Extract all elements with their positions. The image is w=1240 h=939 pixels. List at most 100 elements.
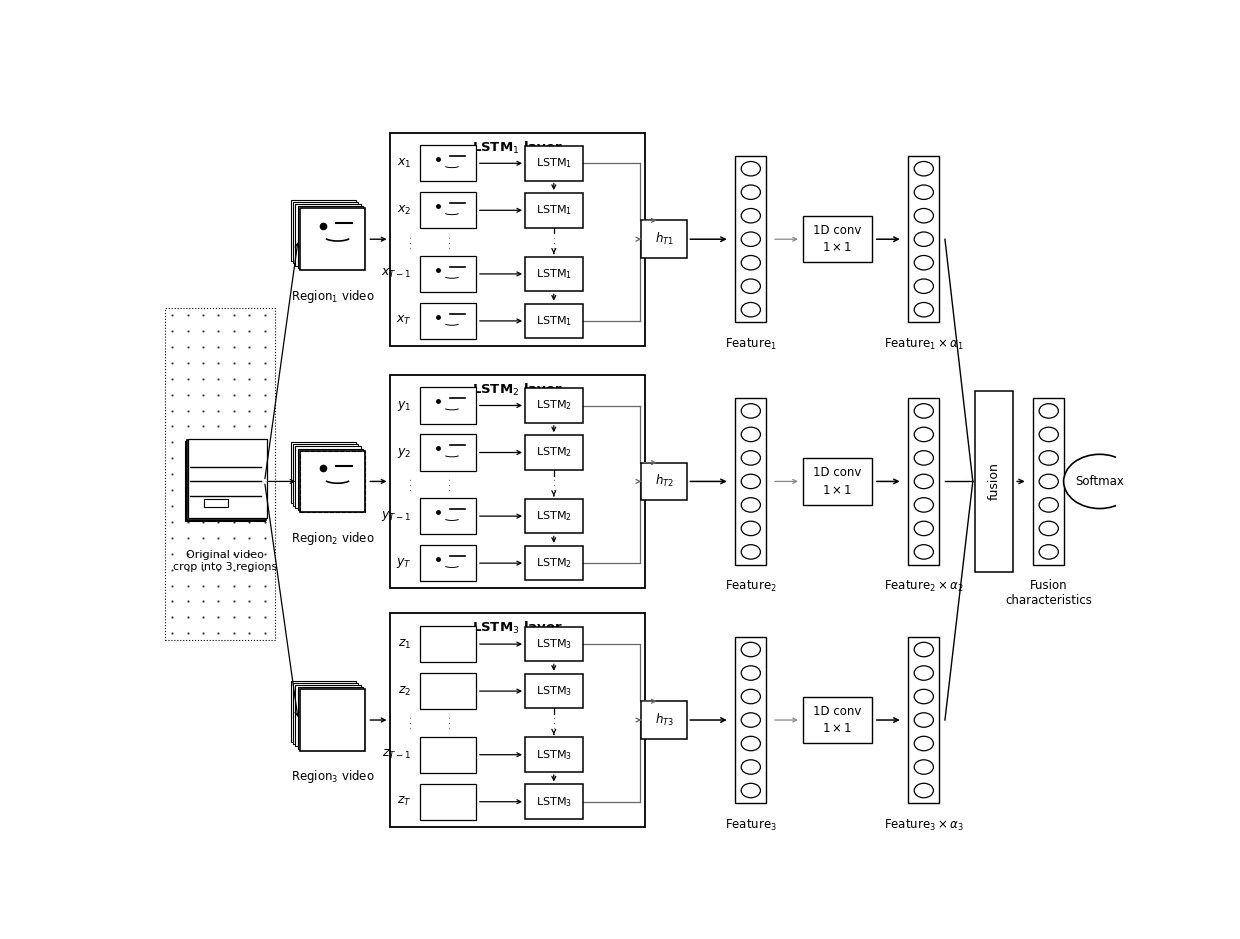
- Circle shape: [742, 162, 760, 176]
- Circle shape: [742, 666, 760, 680]
- Circle shape: [914, 642, 934, 656]
- Bar: [420, 146, 476, 181]
- Bar: [641, 701, 687, 739]
- Circle shape: [914, 255, 934, 269]
- Text: 1D conv: 1D conv: [813, 467, 862, 479]
- Text: LSTM$_2$: LSTM$_2$: [536, 399, 572, 412]
- Text: $y_T$: $y_T$: [396, 556, 412, 570]
- Circle shape: [742, 255, 760, 269]
- Circle shape: [742, 498, 760, 512]
- Circle shape: [914, 404, 934, 418]
- Bar: [290, 200, 356, 261]
- Circle shape: [914, 736, 934, 751]
- Text: $x_1$: $x_1$: [397, 157, 412, 170]
- Circle shape: [914, 545, 934, 559]
- Text: Feature$_2\times\alpha_2$: Feature$_2\times\alpha_2$: [884, 579, 963, 594]
- Text: LSTM$_3$ layer: LSTM$_3$ layer: [472, 620, 563, 637]
- Circle shape: [742, 642, 760, 656]
- Circle shape: [1039, 498, 1059, 512]
- Circle shape: [742, 521, 760, 535]
- Circle shape: [742, 736, 760, 751]
- Bar: [187, 440, 265, 520]
- Text: . . .: . . .: [549, 478, 558, 491]
- Text: $z_1$: $z_1$: [398, 638, 412, 651]
- Text: $h_{T1}$: $h_{T1}$: [655, 231, 673, 247]
- Text: $x_2$: $x_2$: [397, 204, 412, 217]
- Bar: [186, 441, 264, 521]
- Circle shape: [1039, 451, 1059, 465]
- Bar: [391, 132, 645, 346]
- Bar: [420, 435, 476, 470]
- Bar: [420, 255, 476, 292]
- Bar: [298, 207, 363, 268]
- Bar: [641, 463, 687, 500]
- Circle shape: [742, 302, 760, 317]
- Bar: [525, 192, 583, 227]
- Text: Region$_3$ video: Region$_3$ video: [291, 768, 374, 785]
- Text: $y_2$: $y_2$: [397, 445, 412, 459]
- Text: Fusion
characteristics: Fusion characteristics: [1006, 579, 1092, 607]
- Circle shape: [742, 427, 760, 441]
- Text: $1\times1$: $1\times1$: [822, 484, 852, 497]
- Circle shape: [914, 760, 934, 775]
- Text: fusion: fusion: [987, 463, 1001, 500]
- Bar: [293, 444, 358, 505]
- Bar: [295, 446, 361, 508]
- Text: Original video
crop into 3 regions: Original video crop into 3 regions: [174, 550, 278, 572]
- Bar: [420, 498, 476, 534]
- Circle shape: [742, 713, 760, 727]
- Text: $z_T$: $z_T$: [397, 795, 412, 808]
- Bar: [525, 435, 583, 470]
- Bar: [525, 146, 583, 180]
- Circle shape: [914, 474, 934, 488]
- Bar: [300, 451, 366, 512]
- Bar: [293, 202, 358, 264]
- Bar: [420, 388, 476, 423]
- Circle shape: [914, 666, 934, 680]
- Bar: [165, 308, 275, 640]
- Text: LSTM$_1$: LSTM$_1$: [536, 204, 572, 217]
- Bar: [909, 398, 939, 564]
- Circle shape: [1039, 427, 1059, 441]
- Bar: [1033, 398, 1064, 564]
- Circle shape: [914, 232, 934, 246]
- Bar: [295, 204, 361, 266]
- Text: . . .: . . .: [405, 716, 414, 730]
- Text: Feature$_1$: Feature$_1$: [725, 337, 776, 352]
- Text: $z_2$: $z_2$: [398, 685, 412, 698]
- Circle shape: [742, 760, 760, 775]
- Text: . . .: . . .: [549, 716, 558, 730]
- Bar: [735, 398, 766, 564]
- Bar: [802, 458, 872, 504]
- Circle shape: [742, 232, 760, 246]
- Bar: [735, 637, 766, 803]
- Circle shape: [742, 451, 760, 465]
- Bar: [391, 375, 645, 588]
- Bar: [420, 192, 476, 228]
- Text: LSTM$_3$: LSTM$_3$: [536, 685, 572, 698]
- Text: $1\times1$: $1\times1$: [822, 241, 852, 254]
- Circle shape: [742, 689, 760, 703]
- Circle shape: [914, 713, 934, 727]
- Bar: [420, 673, 476, 709]
- Text: LSTM$_3$: LSTM$_3$: [536, 638, 572, 651]
- Bar: [300, 208, 366, 269]
- Circle shape: [914, 498, 934, 512]
- Bar: [290, 442, 356, 503]
- Circle shape: [914, 427, 934, 441]
- Bar: [300, 451, 366, 512]
- Bar: [420, 626, 476, 662]
- Text: $z_{T-1}$: $z_{T-1}$: [382, 748, 412, 762]
- Text: . . .: . . .: [444, 236, 453, 249]
- Bar: [203, 499, 228, 507]
- Bar: [909, 156, 939, 322]
- Bar: [735, 156, 766, 322]
- Text: $y_{T-1}$: $y_{T-1}$: [381, 509, 412, 523]
- Bar: [975, 391, 1013, 572]
- Text: LSTM$_3$: LSTM$_3$: [536, 747, 572, 762]
- Bar: [298, 687, 363, 748]
- Text: $x_{T-1}$: $x_{T-1}$: [381, 268, 412, 281]
- Circle shape: [914, 783, 934, 798]
- Text: 1D conv: 1D conv: [813, 224, 862, 237]
- Text: LSTM$_2$: LSTM$_2$: [536, 509, 572, 523]
